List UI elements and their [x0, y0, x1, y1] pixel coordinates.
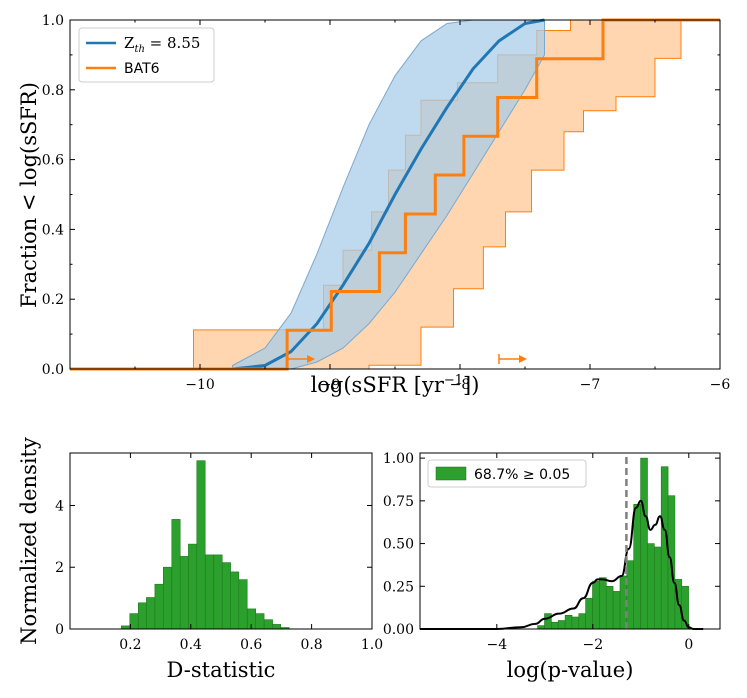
dstat-chart: 0.2 0.4 0.6 0.8 1.0 0 2 4 D-statistic Normalize… [17, 437, 383, 682]
pvalue-bar [571, 616, 580, 630]
pvalue-bar [550, 621, 559, 630]
dstat-ticks: 0.2 0.4 0.6 0.8 1.0 0 2 4 [55, 453, 383, 653]
legend-model-label: Zth = 8.55 [124, 34, 200, 55]
pvalue-kde-curve [420, 499, 704, 631]
dstat-bar [138, 602, 148, 630]
dstat-bar [213, 554, 223, 630]
top-plot-area [70, 18, 720, 371]
dstat-bar [196, 460, 206, 630]
top-ytick-label: 0.2 [42, 292, 64, 308]
dstat-ytick-label: 2 [55, 560, 64, 576]
pvalue-ytick-label: 0.25 [383, 579, 414, 595]
dstat-xlabel: D-statistic [167, 658, 276, 682]
dstat-bar [238, 579, 248, 630]
dstat-ytick-label: 4 [55, 498, 64, 514]
model-cdf-line [232, 18, 545, 371]
pvalue-ytick-label: 1.00 [383, 451, 414, 467]
pvalue-axes-frame [419, 452, 721, 630]
pvalue-bar [544, 613, 552, 630]
pvalue-bar [557, 620, 566, 630]
top-ytick-label: 0.0 [42, 362, 64, 378]
bat6-cdf-step-line [70, 18, 720, 371]
dstat-plot-area [121, 460, 290, 630]
pvalue-bar [537, 625, 545, 630]
top-xtick-label: −7 [580, 377, 601, 393]
pvalue-bar [633, 503, 641, 630]
pvalue-bar [605, 585, 614, 630]
dstat-bar [188, 543, 198, 630]
dstat-ytick-label: 0 [55, 622, 64, 638]
dstat-bar [154, 583, 164, 630]
pvalue-xtick-label: −4 [486, 637, 507, 653]
dstat-bar [205, 554, 215, 630]
pvalue-xlabel: log(p-value) [507, 658, 634, 682]
top-legend: Zth = 8.55 BAT6 [78, 27, 215, 83]
top-xtick-label: −9 [320, 377, 341, 393]
pvalue-ytick-label: 0.75 [383, 494, 414, 510]
dstat-xtick-label: 1.0 [361, 637, 383, 653]
pvalue-bar [653, 546, 662, 630]
pvalue-bar [585, 597, 593, 630]
dstat-bar [221, 562, 231, 630]
top-ytick-label: 0.8 [42, 83, 64, 99]
top-ticks: −10 −9 −8 −7 −6 0.0 0.2 0.4 0.6 0.8 1.0 [42, 13, 731, 393]
pvalue-ytick-label: 0.00 [383, 622, 414, 638]
pvalue-bar [592, 580, 600, 630]
model-confidence-band [232, 19, 545, 370]
pvalue-bar [647, 543, 655, 630]
dstat-ylabel: Normalized density [17, 437, 41, 645]
dstat-bar [255, 613, 265, 630]
pvalue-legend-swatch [435, 466, 467, 481]
dstat-bar [146, 597, 156, 630]
dstat-axes-frame [69, 452, 373, 630]
dstat-bar [163, 566, 173, 630]
dstat-bar [129, 613, 139, 630]
pvalue-legend-box [427, 459, 587, 488]
dstat-bar [263, 619, 273, 630]
top-ytick-label: 0.4 [42, 222, 64, 238]
top-ytick-label: 1.0 [42, 13, 64, 29]
top-ytick-label: 0.6 [42, 153, 64, 169]
pvalue-xtick-label: 0 [684, 637, 693, 653]
dstat-bar [179, 556, 189, 630]
top-xlabel: log(sSFR [yr−1]) [311, 373, 480, 397]
pvalue-legend: 68.7% ≥ 0.05 [427, 459, 587, 488]
legend-bat6-label: BAT6 [124, 61, 160, 77]
pvalue-bar [640, 457, 648, 630]
limit-arrow-head-0 [307, 355, 316, 363]
dstat-xtick-label: 0.6 [240, 637, 262, 653]
pvalue-chart: −4 −2 0 0.00 0.25 0.50 0.75 1.00 68.7% ≥ 0.05 l… [383, 451, 721, 682]
top-xtick-label: −6 [710, 377, 731, 393]
top-chart: −10 −9 −8 −7 −6 0.0 0.2 0.4 0.6 0.8 1.0 Zth = 8.55… [17, 13, 730, 397]
dstat-bar [271, 624, 281, 630]
limit-arrow-head-1 [519, 355, 527, 363]
pvalue-bar [564, 614, 573, 630]
dstat-xtick-label: 0.4 [180, 637, 202, 653]
top-xtick-label: −8 [450, 377, 471, 393]
pvalue-bar [578, 613, 586, 630]
pvalue-bar [626, 560, 634, 630]
pvalue-xtick-label: −2 [582, 637, 603, 653]
dstat-xtick-label: 0.2 [119, 637, 141, 653]
top-xtick-label: −10 [185, 377, 215, 393]
top-ylabel: Fraction < log(sSFR) [17, 82, 41, 308]
pvalue-bar [612, 591, 621, 630]
pvalue-ticks: −4 −2 0 0.00 0.25 0.50 0.75 1.00 [383, 451, 720, 653]
dstat-bar [230, 571, 240, 630]
pvalue-legend-label: 68.7% ≥ 0.05 [474, 467, 570, 483]
dstat-xtick-label: 0.8 [300, 637, 322, 653]
pvalue-bar [599, 577, 607, 630]
pvalue-ytick-label: 0.50 [383, 537, 414, 553]
dstat-bar [171, 519, 181, 630]
